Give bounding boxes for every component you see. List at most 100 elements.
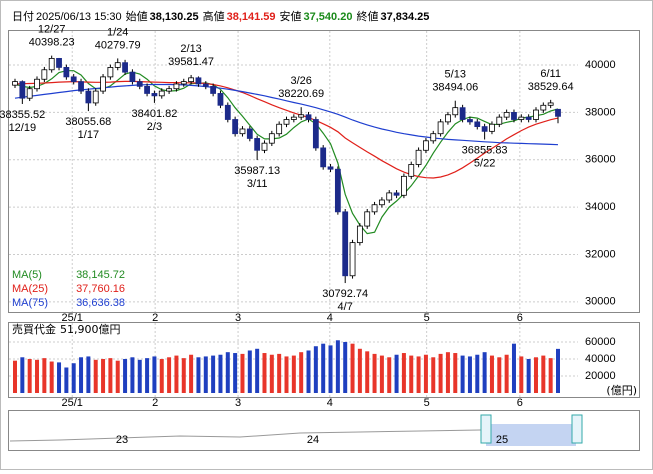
candle-body: [430, 133, 437, 142]
header-label: 終値: [356, 9, 378, 23]
annotation-value: 38494.06: [432, 82, 478, 94]
volume-bar: [196, 357, 201, 393]
candle-body: [555, 108, 561, 117]
header-value: 37,540.20: [304, 11, 353, 23]
volume-bar: [225, 352, 230, 393]
annotation-value: 36855.83: [462, 144, 508, 156]
navigator-handle[interactable]: [480, 414, 492, 444]
volume-bar: [64, 367, 69, 393]
y-tick-label: 34000: [585, 201, 616, 213]
candle-body: [261, 142, 268, 151]
x-tick-label: 5: [424, 397, 430, 409]
volume-bar: [299, 352, 304, 393]
candle-body: [158, 90, 165, 97]
candle-body: [26, 88, 33, 99]
candle-body: [415, 149, 422, 165]
candle-body: [114, 62, 121, 68]
volume-bar: [460, 355, 465, 393]
navigator-label: 25: [496, 434, 508, 446]
volume-bar: [453, 353, 458, 393]
candle-body: [312, 119, 319, 149]
volume-bar: [497, 357, 502, 393]
volume-bar: [467, 356, 472, 393]
candle-body: [481, 126, 488, 132]
candle-body: [437, 121, 444, 135]
candle-body: [41, 69, 48, 80]
y-tick-label: 20000: [585, 370, 616, 382]
volume-bar: [123, 358, 128, 393]
candle-body: [452, 107, 459, 116]
annotation-date: 2/13: [180, 43, 201, 55]
candle-body: [48, 58, 55, 71]
volume-bar: [284, 356, 289, 393]
candle-body: [224, 104, 231, 120]
x-tick-label: 25/1: [62, 397, 83, 409]
annotation-value: 35987.13: [234, 165, 280, 177]
candle-body: [70, 76, 77, 83]
volume-bar: [365, 351, 370, 393]
header-label: 日付: [12, 10, 34, 23]
navigator-handle[interactable]: [571, 414, 583, 444]
header-label: 高値: [203, 9, 225, 23]
volume-bar: [306, 350, 311, 393]
legend-name: MA(75): [12, 297, 48, 309]
candle-body: [12, 81, 18, 86]
volume-bar: [423, 354, 428, 393]
candle-body: [489, 123, 495, 132]
candle-body: [298, 114, 305, 118]
volume-bar: [321, 343, 326, 393]
volume-bar: [372, 353, 377, 393]
candle-body: [78, 81, 84, 92]
candle-body: [511, 111, 517, 120]
volume-bar: [541, 355, 546, 393]
volume-bar: [357, 348, 362, 393]
candle-body: [356, 225, 363, 244]
volume-bar: [556, 348, 560, 393]
annotation-date: 12/27: [38, 24, 66, 36]
candle-body: [371, 204, 378, 213]
volume-bar: [174, 355, 179, 393]
candle-body: [56, 58, 62, 68]
legend-name: MA(25): [12, 283, 48, 295]
x-tick-label: 4: [327, 397, 333, 409]
y-tick-label: 36000: [585, 154, 616, 166]
candle-body: [268, 133, 275, 144]
volume-bar: [189, 354, 194, 393]
volume-panel: [8, 322, 640, 398]
candle-body: [467, 119, 473, 123]
candle-body: [180, 81, 187, 85]
navigator-window[interactable]: [486, 424, 576, 446]
candle-body: [305, 114, 312, 120]
candle-body: [85, 90, 92, 104]
candle-body: [151, 93, 158, 97]
volume-bar: [86, 356, 91, 393]
candle-body: [173, 83, 180, 90]
volume-bar: [504, 354, 509, 393]
annotation-date: 3/26: [290, 75, 311, 87]
legend-value: 37,760.16: [76, 283, 125, 295]
volume-bar: [247, 350, 252, 393]
volume-bar: [13, 360, 17, 393]
volume-bar: [409, 355, 414, 393]
volume-bar: [35, 359, 40, 393]
volume-bar: [71, 363, 76, 393]
annotation-value: 38220.69: [278, 88, 324, 100]
volume-bar: [313, 346, 318, 393]
annotation-date: 2/3: [147, 121, 162, 133]
volume-bar: [335, 340, 340, 393]
header-label: 始値: [126, 9, 148, 23]
header-label: 安値: [280, 9, 302, 23]
volume-bar: [343, 341, 348, 393]
volume-bar: [27, 358, 32, 393]
candle-body: [107, 67, 114, 78]
candle-body: [349, 242, 356, 277]
volume-bar: [130, 357, 135, 393]
volume-bar: [482, 352, 487, 393]
candle-body: [202, 83, 209, 87]
candle-body: [378, 199, 385, 206]
volume-bar: [533, 357, 538, 393]
volume-bar: [57, 362, 62, 393]
volume-bar: [277, 353, 282, 393]
candle-body: [408, 164, 415, 177]
candle-body: [34, 78, 40, 90]
